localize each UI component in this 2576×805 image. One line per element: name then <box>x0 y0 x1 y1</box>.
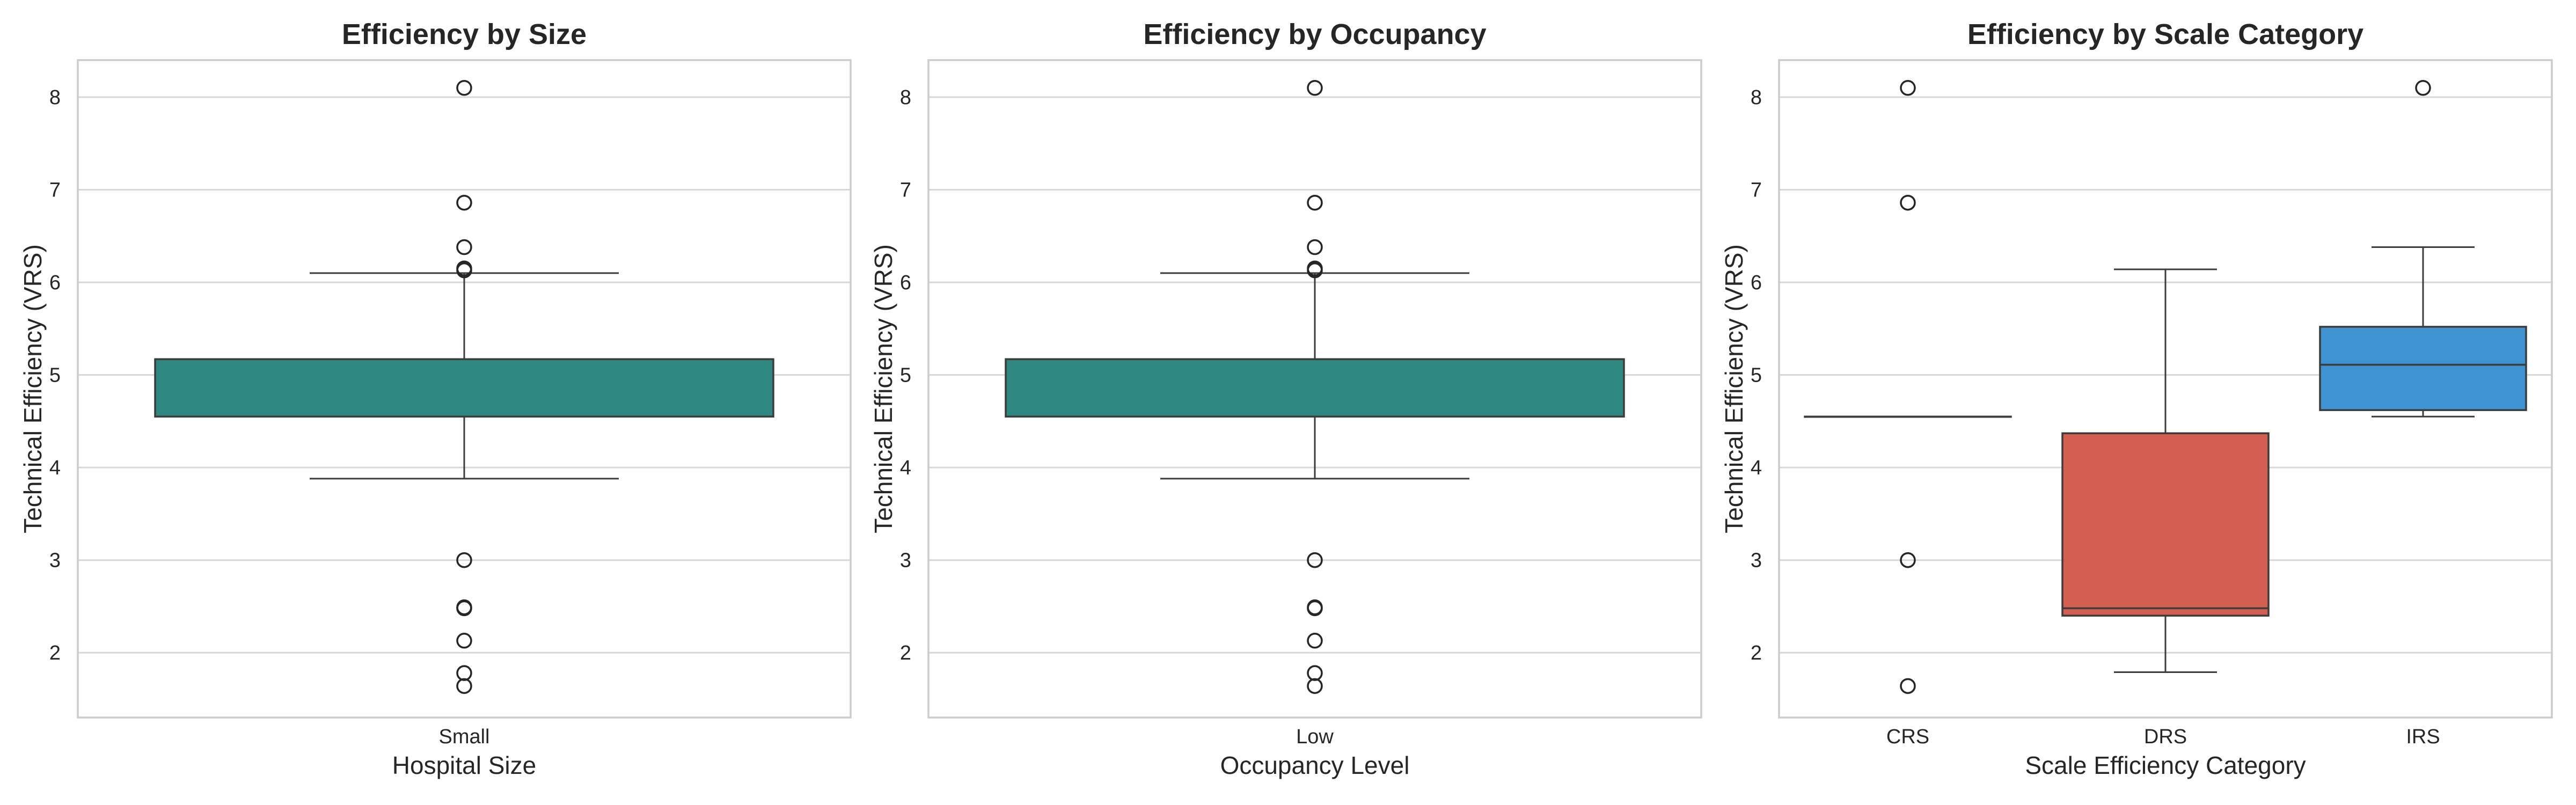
outlier-point <box>1307 239 1323 255</box>
plot-frame <box>927 59 1702 719</box>
plot-frame <box>77 59 852 719</box>
x-axis-label: Hospital Size <box>392 751 536 779</box>
outlier-point <box>1900 194 1916 211</box>
y-tick-label: 5 <box>900 364 911 387</box>
x-tick-label: CRS <box>1886 726 1929 748</box>
chart-title: Efficiency by Scale Category <box>1967 18 2363 50</box>
outlier-point <box>1307 552 1323 568</box>
y-tick-label: 8 <box>49 86 61 109</box>
x-axis-label: Occupancy Level <box>1220 751 1410 779</box>
y-tick-label: 2 <box>900 642 911 664</box>
x-axis-label: Scale Efficiency Category <box>2025 751 2306 779</box>
x-tick-label: Small <box>438 726 489 748</box>
x-tick-label: IRS <box>2406 726 2440 748</box>
outlier-point <box>456 665 472 681</box>
box-low <box>1005 80 1625 694</box>
box-iqr <box>154 358 774 418</box>
y-tick-label: 7 <box>900 179 911 202</box>
outlier-point <box>1900 552 1916 568</box>
outlier-point <box>2415 80 2431 96</box>
outlier-point <box>1307 194 1323 211</box>
outlier-point <box>1307 665 1323 681</box>
plot-frame <box>1778 59 2553 719</box>
chart-panel-2: 2 3 4 5 6 7 8 Low Efficiency by Occupancy Occupan… <box>869 18 1702 779</box>
y-tick-label: 6 <box>900 272 911 294</box>
outlier-point <box>456 552 472 568</box>
y-tick-label: 3 <box>49 550 61 572</box>
y-tick-label: 8 <box>900 86 911 109</box>
outlier-point <box>456 239 472 255</box>
y-tick-label: 7 <box>1751 179 1762 202</box>
box-iqr <box>2061 432 2270 617</box>
outlier-point <box>456 80 472 96</box>
y-tick-label: 7 <box>49 179 61 202</box>
y-axis-label: Technical Efficiency (VRS) <box>19 244 47 533</box>
outlier-point <box>456 633 472 649</box>
outlier-point <box>1307 633 1323 649</box>
box-iqr <box>1005 358 1625 418</box>
outlier-point <box>1307 600 1323 617</box>
y-axis-label: Technical Efficiency (VRS) <box>869 244 897 533</box>
chart-title: Efficiency by Occupancy <box>1143 18 1486 50</box>
outlier-point <box>1900 80 1916 96</box>
y-tick-label: 2 <box>49 642 61 664</box>
y-tick-label: 4 <box>900 457 911 479</box>
y-tick-label: 4 <box>1751 457 1762 479</box>
y-tick-label: 3 <box>900 550 911 572</box>
x-tick-label: Low <box>1296 726 1334 748</box>
y-tick-label: 2 <box>1751 642 1762 664</box>
outlier-point <box>1307 678 1323 694</box>
chart-panel-3: 2 3 4 5 6 7 8 CRS DRS IRS Efficiency by Scale Cate… <box>1720 18 2553 779</box>
y-tick-label: 8 <box>1751 86 1762 109</box>
box-iqr <box>2319 326 2527 411</box>
outlier-point <box>1900 678 1916 694</box>
box-small <box>154 80 774 694</box>
y-tick-label: 4 <box>49 457 61 479</box>
y-tick-label: 5 <box>49 364 61 387</box>
outlier-point <box>456 600 472 617</box>
outlier-point <box>456 678 472 694</box>
box-drs <box>2061 268 2270 673</box>
y-tick-label: 6 <box>1751 272 1762 294</box>
x-tick-label: DRS <box>2144 726 2187 748</box>
outlier-point <box>456 194 472 211</box>
chart-title: Efficiency by Size <box>342 18 587 50</box>
y-axis-label: Technical Efficiency (VRS) <box>1720 244 1748 533</box>
y-tick-label: 5 <box>1751 364 1762 387</box>
outlier-point <box>456 262 472 279</box>
y-tick-label: 6 <box>49 272 61 294</box>
outlier-point <box>1307 262 1323 279</box>
box-crs <box>1804 80 2012 694</box>
y-tick-label: 3 <box>1751 550 1762 572</box>
box-irs <box>2319 80 2527 418</box>
chart-panel-1: 2 3 4 5 6 7 8 Small Efficiency by Size Hospital S… <box>19 18 852 779</box>
outlier-point <box>1307 80 1323 96</box>
